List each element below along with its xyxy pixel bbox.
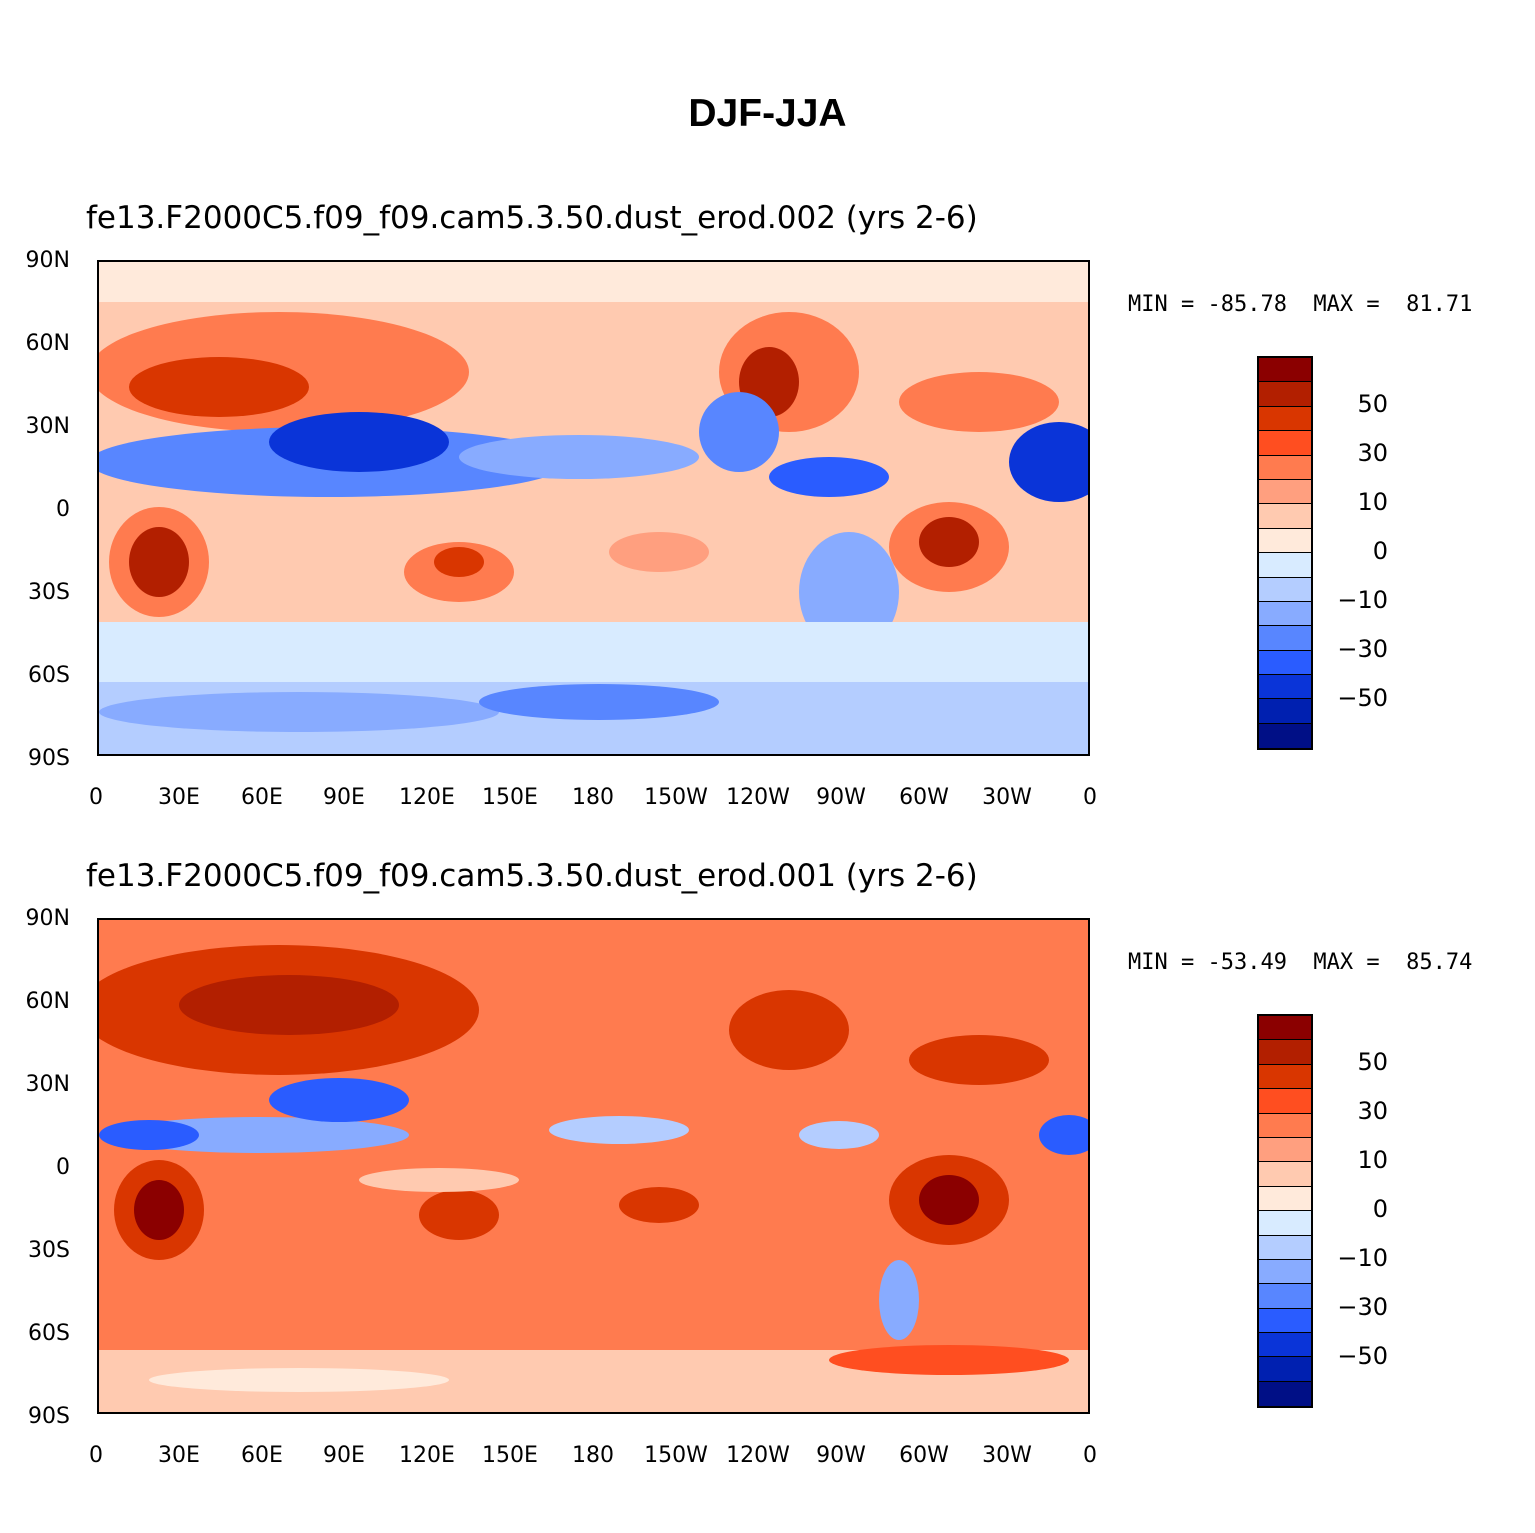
colorbar-label: −50 — [1337, 684, 1388, 712]
lon-label: 0 — [89, 1443, 103, 1468]
colorbar-box — [1259, 1113, 1311, 1138]
lat-label: 90S — [28, 746, 70, 771]
run-title: fe13.F2000C5.f09_f09.cam5.3.50.dust_erod… — [86, 200, 978, 236]
colorbar-box — [1259, 650, 1311, 676]
figure-title: DJF-JJA — [688, 92, 847, 135]
colorbar — [1257, 1014, 1313, 1409]
lon-label: 150W — [644, 785, 708, 810]
colorbar-label: 10 — [1357, 488, 1388, 516]
map-plot — [97, 918, 1090, 1414]
lon-label: 60W — [899, 785, 949, 810]
lat-label: 0 — [56, 1155, 70, 1180]
colorbar-box — [1259, 699, 1311, 724]
lat-label: 60N — [25, 989, 70, 1014]
lat-label: 90N — [25, 906, 70, 931]
lon-label: 120W — [726, 785, 790, 810]
colorbar-label: −10 — [1337, 1244, 1388, 1272]
colorbar-box — [1259, 406, 1311, 432]
colorbar-label: 10 — [1357, 1146, 1388, 1174]
lat-label: 0 — [56, 497, 70, 522]
colorbar-label: −10 — [1337, 586, 1388, 614]
colorbar-label: 0 — [1372, 1195, 1388, 1223]
colorbar-box — [1259, 1284, 1311, 1309]
lat-label: 30S — [28, 580, 70, 605]
colorbar-box — [1259, 1357, 1311, 1382]
lat-label: 90N — [25, 248, 70, 273]
lon-label: 180 — [572, 785, 614, 810]
colorbar-box — [1259, 577, 1311, 602]
colorbar-box — [1259, 1137, 1311, 1163]
lon-label: 30E — [158, 785, 200, 810]
colorbar-label: 30 — [1357, 439, 1388, 467]
lon-label: 120E — [399, 785, 455, 810]
lon-label: 90E — [323, 1443, 365, 1468]
colorbar-label: −30 — [1337, 635, 1388, 663]
lat-label: 30N — [25, 414, 70, 439]
colorbar-box — [1259, 1259, 1311, 1285]
contour-field — [99, 920, 1088, 1412]
lon-label: 0 — [89, 785, 103, 810]
colorbar-box — [1259, 1089, 1311, 1114]
min-max-stats: MIN = -85.78 MAX = 81.71 — [1128, 292, 1473, 317]
colorbar-box — [1259, 675, 1311, 700]
lon-label: 90W — [816, 1443, 866, 1468]
colorbar-box — [1259, 601, 1311, 627]
colorbar-label: 50 — [1357, 390, 1388, 418]
colorbar-box — [1259, 553, 1311, 578]
lon-label: 30E — [158, 1443, 200, 1468]
lon-label: 90W — [816, 785, 866, 810]
lon-label: 150W — [644, 1443, 708, 1468]
colorbar-label: −30 — [1337, 1293, 1388, 1321]
lon-label: 0 — [1083, 1443, 1097, 1468]
lon-label: 180 — [572, 1443, 614, 1468]
lat-label: 90S — [28, 1404, 70, 1429]
colorbar-label: 0 — [1372, 537, 1388, 565]
colorbar-box — [1259, 479, 1311, 505]
colorbar-box — [1259, 1211, 1311, 1236]
colorbar-label: 50 — [1357, 1048, 1388, 1076]
colorbar-label: 30 — [1357, 1097, 1388, 1125]
lon-label: 30W — [982, 785, 1032, 810]
panel-top: fe13.F2000C5.f09_f09.cam5.3.50.dust_erod… — [0, 200, 1535, 860]
colorbar-box — [1259, 1040, 1311, 1065]
colorbar-box — [1259, 1235, 1311, 1260]
colorbar-box — [1259, 1162, 1311, 1187]
colorbar-box — [1259, 1308, 1311, 1334]
lon-label: 60E — [241, 1443, 283, 1468]
colorbar-box — [1259, 382, 1311, 407]
contour-field — [99, 262, 1088, 754]
lon-label: 0 — [1083, 785, 1097, 810]
colorbar-box — [1259, 1333, 1311, 1358]
lat-label: 30S — [28, 1238, 70, 1263]
colorbar — [1257, 356, 1313, 751]
panel-bottom: fe13.F2000C5.f09_f09.cam5.3.50.dust_erod… — [0, 858, 1535, 1518]
colorbar-box — [1259, 723, 1311, 749]
map-plot — [97, 260, 1090, 756]
colorbar-box — [1259, 626, 1311, 651]
lat-label: 60S — [28, 1321, 70, 1346]
colorbar-box — [1259, 1016, 1311, 1041]
lon-label: 90E — [323, 785, 365, 810]
colorbar-box — [1259, 358, 1311, 383]
lon-label: 60W — [899, 1443, 949, 1468]
lon-label: 150E — [482, 785, 538, 810]
lon-label: 120W — [726, 1443, 790, 1468]
run-title: fe13.F2000C5.f09_f09.cam5.3.50.dust_erod… — [86, 858, 978, 894]
colorbar-box — [1259, 528, 1311, 554]
lon-label: 120E — [399, 1443, 455, 1468]
lat-label: 30N — [25, 1072, 70, 1097]
colorbar-box — [1259, 1186, 1311, 1212]
colorbar-box — [1259, 504, 1311, 529]
lon-label: 150E — [482, 1443, 538, 1468]
colorbar-box — [1259, 431, 1311, 456]
lon-label: 60E — [241, 785, 283, 810]
min-max-stats: MIN = -53.49 MAX = 85.74 — [1128, 950, 1473, 975]
colorbar-box — [1259, 1064, 1311, 1090]
lon-label: 30W — [982, 1443, 1032, 1468]
lat-label: 60N — [25, 331, 70, 356]
colorbar-box — [1259, 455, 1311, 480]
colorbar-label: −50 — [1337, 1342, 1388, 1370]
colorbar-box — [1259, 1381, 1311, 1407]
lat-label: 60S — [28, 663, 70, 688]
